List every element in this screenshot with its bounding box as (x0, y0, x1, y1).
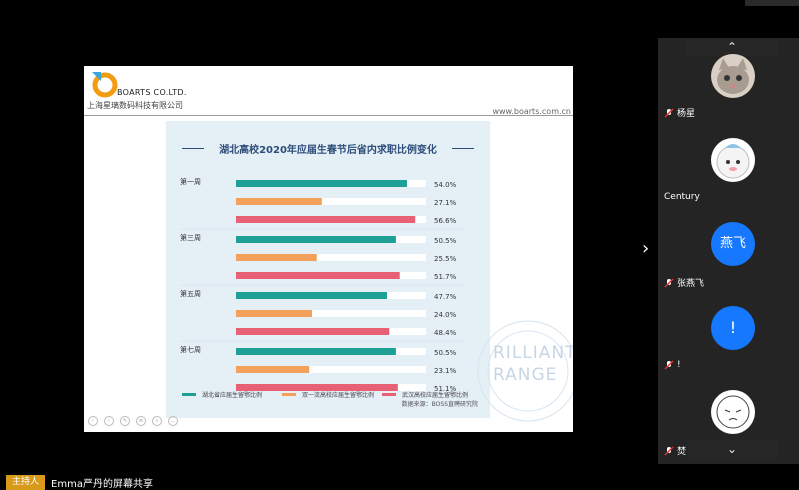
bar-track (236, 254, 426, 261)
participant-sidebar: ⌃ 杨星 (658, 38, 799, 464)
bar (236, 198, 322, 205)
back-icon[interactable]: ‹ (88, 416, 98, 426)
legend-label: 双一流高校应届生留鄂比例 (302, 392, 375, 399)
value-label: 48.4% (434, 329, 457, 337)
bar-track (236, 198, 426, 205)
host-tag: 主持人 (6, 475, 46, 490)
screen-share-label: Emma严丹的屏幕共享 (51, 479, 153, 490)
participant-tile[interactable]: 杨星 (658, 54, 799, 122)
title-line-right (452, 148, 474, 149)
participant-tile[interactable]: Century (658, 138, 799, 206)
value-label: 51.1% (434, 385, 457, 393)
participant-name-row: Century (664, 192, 700, 202)
avatar: ! (711, 306, 755, 350)
category-label: 第三周 (180, 233, 201, 242)
category-label: 第七周 (180, 345, 201, 354)
watermark-line: RANGE (493, 365, 558, 385)
forward-icon[interactable]: › (104, 416, 114, 426)
value-label: 23.1% (434, 367, 457, 375)
mic-muted-icon (664, 277, 674, 288)
company-name-en: BOARTS CO.LTD. (117, 88, 187, 97)
participant-name-row: 张燕飞 (664, 276, 704, 289)
value-label: 50.5% (434, 349, 457, 357)
cat-avatar-icon (717, 58, 749, 94)
cartoon-avatar-icon (716, 144, 750, 179)
more-icon[interactable]: … (168, 416, 178, 426)
mic-muted-icon (664, 360, 674, 370)
bar (236, 180, 407, 187)
value-label: 24.0% (434, 311, 457, 319)
boarts-logo (92, 72, 118, 98)
legend-swatch (382, 393, 396, 396)
avatar (711, 138, 755, 182)
sidebar-scroll-up-icon[interactable]: ⌃ (686, 38, 778, 56)
status-bar: 主持人 Emma严丹的屏幕共享 (0, 475, 799, 490)
legend-swatch (282, 393, 296, 396)
title-line-left (182, 148, 204, 149)
category-label: 第一周 (180, 177, 201, 186)
bar (236, 272, 400, 279)
bar (236, 366, 310, 373)
menu-icon[interactable]: ≡ (136, 416, 146, 426)
zoom-icon[interactable]: ⌕ (152, 416, 162, 426)
bar (236, 236, 396, 243)
chart-title: 湖北高校2020年应届生春节后省内求职比例变化 (219, 145, 437, 156)
participant-name-row: ! (664, 360, 681, 370)
bar (236, 348, 396, 355)
bar (236, 254, 317, 261)
avatar: 燕飞 (711, 222, 755, 266)
legend-item: 湖北省应届生留鄂比例 (182, 390, 262, 399)
bar (236, 310, 312, 317)
value-label: 50.5% (434, 237, 457, 245)
participant-name: 张燕飞 (677, 279, 705, 289)
avatar (711, 54, 755, 98)
top-right-bar (745, 0, 799, 6)
legend-label: 武汉高校应届生留鄂比例 (402, 392, 469, 399)
bar (236, 292, 388, 299)
header-rule (84, 115, 573, 116)
participant-name-row: 杨星 (664, 106, 695, 119)
legend-label: 湖北省应届生留鄂比例 (202, 392, 263, 399)
next-page-arrow-icon[interactable]: › (642, 238, 650, 259)
participant-name: Century (664, 192, 700, 202)
pen-icon[interactable]: ✎ (120, 416, 130, 426)
value-label: 51.7% (434, 273, 457, 281)
website-url: www.boarts.com.cn (492, 107, 571, 116)
participant-tile[interactable]: 燕飞 张燕飞 (658, 222, 799, 290)
legend-swatch (182, 393, 196, 396)
bar (236, 384, 398, 391)
company-name-cn: 上海星璃数码科技有限公司 (87, 101, 183, 110)
bar (236, 216, 416, 223)
legend-item: 双一流高校应届生留鄂比例 (282, 390, 374, 399)
bar-track (236, 310, 426, 317)
bar-chart: 第一周 54.0% 27.1% 56.6% 第三周 50.5% 25.5% 51.7% 第五周 4… (180, 177, 466, 393)
participant-tile[interactable]: ! ! (658, 306, 799, 374)
value-label: 27.1% (434, 199, 457, 207)
avatar (711, 390, 755, 434)
mic-muted-icon (664, 107, 674, 118)
legend-item: 武汉高校应届生留鄂比例 (382, 390, 468, 399)
value-label: 25.5% (434, 255, 457, 263)
sketch-avatar-icon (716, 395, 750, 429)
value-label: 47.7% (434, 293, 457, 301)
participant-name: ! (677, 360, 681, 370)
watermark-line: RILLIANT (493, 343, 573, 363)
bar (236, 328, 390, 335)
value-label: 56.6% (434, 217, 457, 225)
mic-muted-icon (664, 445, 674, 456)
sidebar-scroll-down-icon[interactable]: ⌄ (686, 440, 778, 458)
chart-panel: 湖北高校2020年应届生春节后省内求职比例变化 第一周 54.0% 27.1% 56.… (166, 121, 490, 418)
data-source: 数据来源：BOSS直聘研究院 (401, 401, 478, 408)
slide-toolbar: ‹ › ✎ ≡ ⌕ … (88, 416, 178, 426)
category-label: 第五周 (180, 289, 201, 298)
shared-slide: BOARTS CO.LTD. 上海星璃数码科技有限公司 www.boarts.c… (84, 66, 573, 432)
participant-name: 杨星 (677, 109, 696, 119)
value-label: 54.0% (434, 181, 457, 189)
bar-track (236, 366, 426, 373)
